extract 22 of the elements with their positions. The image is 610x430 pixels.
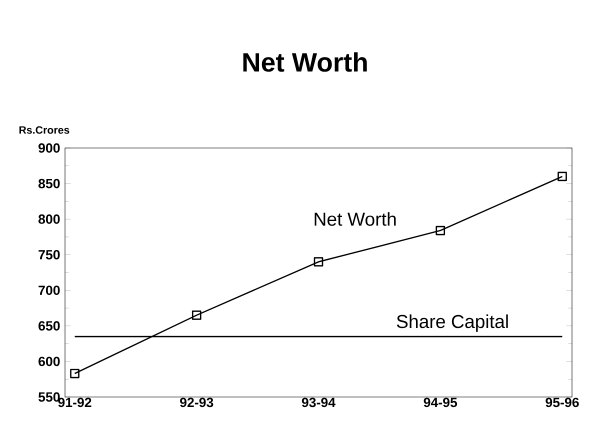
- x-tick-label: 92-93: [180, 398, 214, 408]
- y-axis-title: Rs.Crores: [19, 126, 70, 134]
- ref-line-label: Share Capital: [396, 314, 508, 332]
- chart-title: Net Worth: [243, 52, 367, 72]
- point: [314, 257, 324, 266]
- y-tick-label: 750: [38, 250, 60, 260]
- x-tick-label: 95-96: [546, 398, 579, 408]
- x-tick-label: 91-92: [58, 398, 92, 408]
- point: [558, 172, 567, 182]
- y-tick-label: 900: [38, 143, 60, 153]
- x-tick-label: 93-94: [302, 398, 336, 408]
- y-tick-label: 650: [38, 321, 60, 331]
- y-tick-label: 700: [38, 286, 60, 295]
- y-tick-label: 600: [38, 356, 60, 366]
- y-tick-label: 800: [38, 214, 60, 224]
- y-tick-label: 550: [38, 392, 60, 402]
- y-tick-label: 850: [38, 178, 60, 188]
- point: [70, 368, 80, 378]
- point: [192, 310, 202, 320]
- series-label: Net Worth: [314, 212, 396, 226]
- x-tick-label: 94-95: [424, 398, 458, 408]
- point: [436, 226, 446, 236]
